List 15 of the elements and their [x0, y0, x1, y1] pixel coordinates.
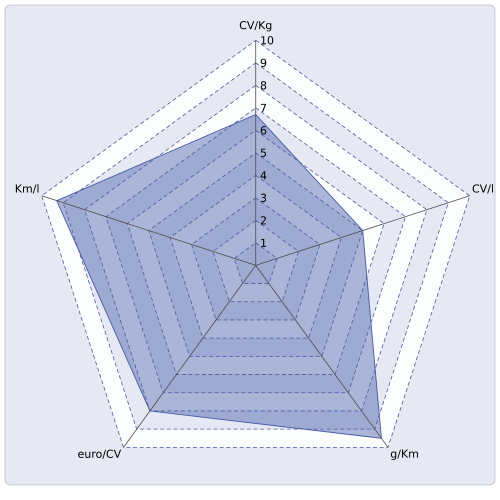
y-tick-label: 2 — [260, 216, 266, 224]
spoke-label: CV/l — [472, 184, 493, 194]
spoke-label: g/Km — [390, 450, 418, 460]
spoke-label: CV/Kg — [240, 20, 272, 32]
y-tick-label: 9 — [260, 58, 266, 67]
y-tick-label: 7 — [260, 104, 266, 112]
spoke-label: euro/CV — [78, 450, 122, 459]
y-tick-label: 3 — [260, 194, 266, 202]
y-tick-label: 4 — [260, 171, 266, 180]
spoke-label: Km/l — [16, 184, 38, 194]
y-tick-label: 6 — [260, 126, 266, 134]
y-tick-label: 1 — [261, 238, 266, 247]
y-tick-label: 8 — [260, 81, 266, 90]
y-tick-label: 10 — [261, 36, 274, 44]
y-tick-label: 5 — [260, 148, 266, 157]
